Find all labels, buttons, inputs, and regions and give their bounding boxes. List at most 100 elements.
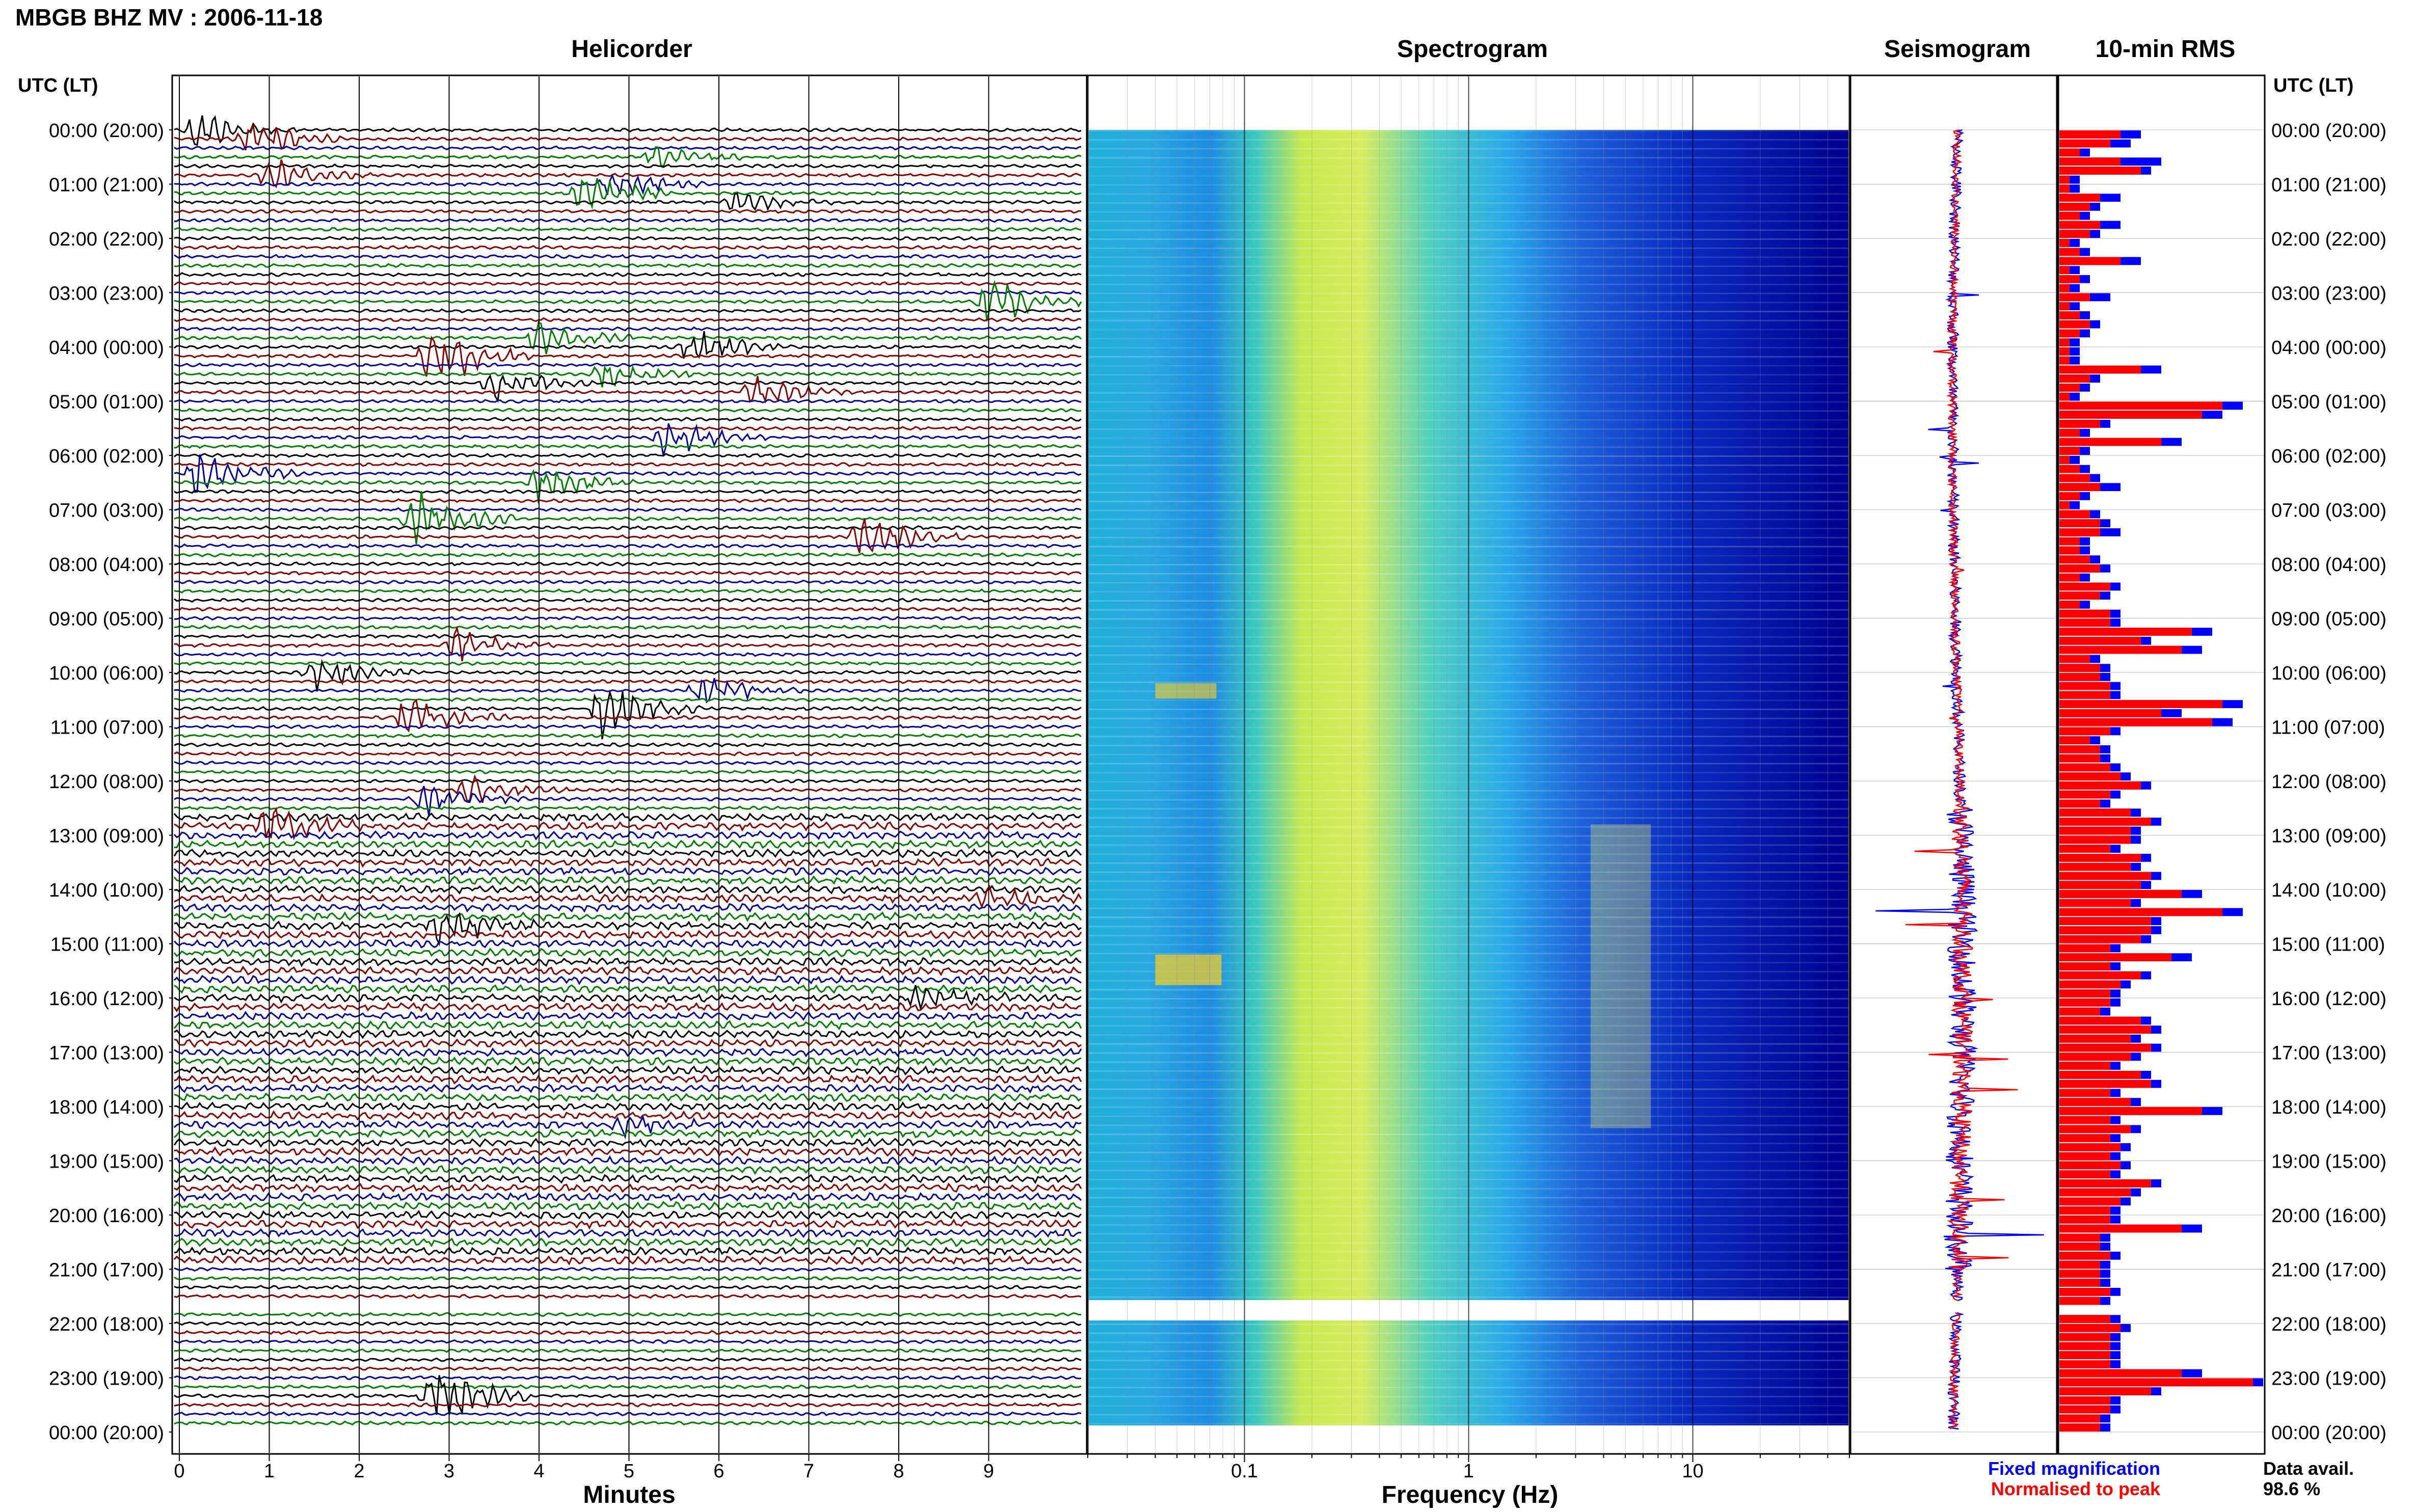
frequency-tick-label: 10: [1682, 1461, 1703, 1482]
legend-fixed-magnification: Fixed magnification: [1988, 1458, 2160, 1479]
helicorder-trace: [174, 453, 1082, 458]
rms-bar-normalised: [2059, 275, 2080, 283]
time-tick-label-left: 16:00 (12:00): [49, 988, 164, 1010]
rms-bar-normalised: [2059, 1007, 2100, 1016]
time-tick-label-left: 17:00 (13:00): [49, 1043, 164, 1064]
helicorder-gridlines: [179, 76, 989, 1453]
rms-bar-normalised: [2059, 1116, 2110, 1124]
rms-bar-normalised: [2059, 980, 2121, 989]
helicorder-trace: [174, 417, 1082, 422]
time-tick-label-left: 23:00 (19:00): [49, 1368, 164, 1390]
rms-bar-normalised: [2059, 1369, 2182, 1378]
rms-bar-normalised: [2059, 601, 2080, 609]
rms-bar-normalised: [2059, 808, 2131, 817]
rms-bar-normalised: [2059, 411, 2202, 419]
rms-bar-normalised: [2059, 935, 2141, 943]
helicorder-trace: [174, 317, 1082, 322]
helicorder-trace: [174, 145, 1082, 151]
rms-bar-normalised: [2059, 194, 2100, 202]
helicorder-trace: [174, 911, 1082, 923]
rms-bar-normalised: [2059, 1243, 2100, 1251]
rms-bar-normalised: [2059, 872, 2151, 880]
helicorder-trace: [174, 1110, 1082, 1121]
time-tick-label-right: 20:00 (16:00): [2271, 1205, 2386, 1227]
rms-bar-normalised: [2059, 1035, 2131, 1043]
helicorder-trace: [173, 1002, 1082, 1013]
rms-bar-normalised: [2059, 139, 2110, 148]
rms-bar-normalised: [2059, 1152, 2110, 1160]
helicorder-trace: [173, 875, 1082, 886]
helicorder-trace: [174, 598, 1082, 603]
helicorder-trace: [173, 1128, 1082, 1139]
rms-bar-normalised: [2059, 320, 2090, 329]
rms-bar-normalised: [2059, 1279, 2100, 1287]
helicorder-trace: [173, 938, 1082, 949]
rms-bar-normalised: [2059, 890, 2182, 898]
rms-bar-normalised: [2059, 1378, 2253, 1387]
helicorder-trace: [174, 543, 1082, 549]
helicorder-trace: [174, 884, 1082, 909]
helicorder-trace: [174, 1056, 1082, 1067]
rms-bar-normalised: [2059, 745, 2100, 753]
rms-bar-normalised: [2059, 438, 2161, 446]
rms-panel: [2057, 74, 2266, 1455]
helicorder-trace: [173, 965, 1082, 977]
helicorder-trace: [174, 1083, 1082, 1094]
helicorder-trace: [173, 1219, 1082, 1230]
time-tick-label-right: 10:00 (06:00): [2271, 663, 2386, 684]
helicorder-trace: [174, 308, 1082, 314]
rms-bar-normalised: [2059, 818, 2151, 826]
minutes-tick-label: 2: [354, 1461, 364, 1482]
rms-bar-normalised: [2059, 781, 2141, 790]
seismogram-panel: [1849, 74, 2058, 1455]
helicorder-title: Helicorder: [571, 36, 692, 63]
rms-bar-normalised: [2059, 1143, 2121, 1151]
helicorder-trace: [174, 984, 1082, 994]
spectrogram-low-freq-event: [1155, 954, 1222, 985]
helicorder-trace: [174, 489, 1082, 494]
time-tick-label-left: 02:00 (22:00): [49, 229, 164, 250]
rms-bar-normalised: [2059, 1224, 2182, 1233]
time-tick-label-right: 12:00 (08:00): [2271, 771, 2386, 793]
rms-bar-normalised: [2059, 953, 2171, 961]
helicorder-trace: [174, 751, 1082, 757]
time-tick-label-right: 13:00 (09:00): [2271, 826, 2386, 847]
helicorder-trace: [174, 733, 1082, 739]
minutes-tick-label: 0: [174, 1461, 184, 1482]
helicorder-trace: [174, 362, 1082, 368]
rms-bar-normalised: [2059, 564, 2100, 573]
helicorder-trace: [174, 1174, 1082, 1184]
time-tick-label-right: 21:00 (17:00): [2271, 1260, 2386, 1281]
rms-bar-normalised: [2059, 664, 2100, 672]
helicorder-trace: [173, 1137, 1082, 1148]
minutes-axis: 0 1 2 3 4 5 6 7 8 9: [174, 1454, 994, 1482]
rms-bar-normalised: [2059, 1025, 2151, 1034]
time-tick-label-left: 06:00 (02:00): [49, 446, 164, 467]
rms-bar-normalised: [2059, 799, 2100, 808]
helicorder-trace: [174, 1038, 1082, 1048]
helicorder-trace: [174, 498, 1082, 503]
time-axis-right: 00:00 (20:00) 01:00 (21:00) 02:00 (22:00) 0…: [2271, 120, 2386, 1444]
minutes-tick-label: 4: [533, 1461, 544, 1482]
rms-bar-normalised: [2059, 1270, 2100, 1278]
rms-bar-normalised: [2059, 401, 2222, 410]
rms-bar-normalised: [2059, 1170, 2110, 1178]
helicorder-trace: [174, 561, 1082, 567]
helicorder-trace: [174, 331, 1082, 359]
helicorder-trace: [174, 866, 1082, 876]
rms-bar-normalised: [2059, 1107, 2202, 1115]
rms-bar-normalised: [2059, 347, 2070, 356]
time-tick-label-right: 18:00 (14:00): [2271, 1097, 2386, 1118]
helicorder-trace: [174, 724, 1082, 730]
helicorder-trace: [174, 1182, 1082, 1193]
rms-bar-normalised: [2059, 175, 2070, 184]
rms-bar-normalised: [2059, 338, 2070, 346]
rms-bar-normalised: [2059, 862, 2131, 871]
helicorder-trace: [174, 579, 1082, 585]
time-tick-label-left: 20:00 (16:00): [49, 1205, 164, 1227]
time-tick-label-left: 15:00 (11:00): [50, 934, 164, 956]
helicorder-trace: [174, 192, 1082, 211]
time-tick-label-left: 08:00 (04:00): [49, 554, 164, 576]
rms-bar-normalised: [2059, 682, 2110, 690]
